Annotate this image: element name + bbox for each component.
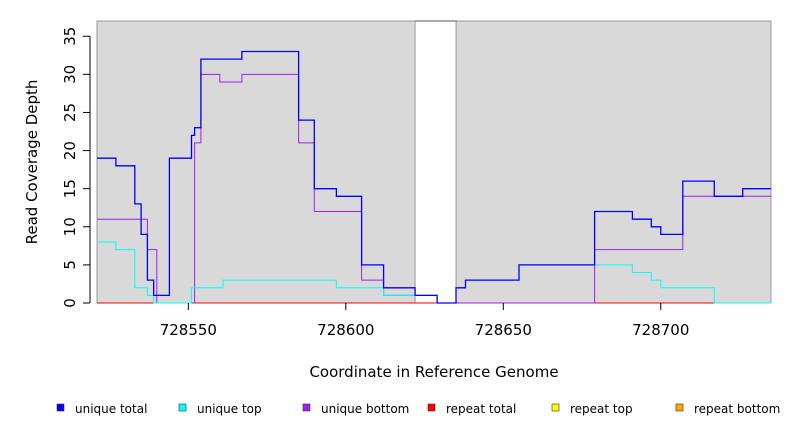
y-tick-label: 15: [61, 179, 79, 198]
legend-swatch: [551, 403, 560, 412]
legend-swatch: [56, 403, 65, 412]
x-axis: 728550 728600 728650 728700: [160, 303, 689, 339]
legend-label: unique total: [75, 402, 147, 416]
y-tick-label: 10: [61, 217, 79, 236]
legend-swatch: [675, 403, 684, 412]
legend-swatch: [427, 403, 436, 412]
series-lines: [97, 50, 771, 304]
legend-label: unique bottom: [321, 402, 409, 416]
legend-label: repeat total: [446, 402, 516, 416]
y-tick-label: 20: [61, 141, 79, 160]
x-tick-label: 728650: [475, 321, 532, 339]
x-tick-label: 728700: [632, 321, 689, 339]
legend: unique total unique top unique bottom repea…: [56, 402, 780, 416]
y-tick-label: 0: [61, 298, 79, 308]
y-tick-label: 25: [61, 103, 79, 122]
legend-swatch: [178, 403, 187, 412]
x-tick-label: 728600: [317, 321, 374, 339]
legend-swatch: [302, 403, 311, 412]
y-tick-label: 5: [61, 260, 79, 270]
y-tick-label: 30: [61, 65, 79, 84]
series-line-unique-total: [97, 50, 771, 304]
legend-label: unique top: [197, 402, 262, 416]
y-axis-label: Read Coverage Depth: [23, 80, 41, 245]
x-tick-label: 728550: [160, 321, 217, 339]
y-axis: 0 5 10 15 20 25 30 35: [61, 27, 91, 308]
x-axis-label: Coordinate in Reference Genome: [309, 363, 558, 381]
y-tick-label: 35: [61, 27, 79, 46]
shaded-regions: [96, 20, 772, 304]
shaded-region: [455, 20, 772, 304]
legend-label: repeat top: [570, 402, 633, 416]
shaded-region: [96, 20, 416, 304]
legend-label: repeat bottom: [694, 402, 780, 416]
